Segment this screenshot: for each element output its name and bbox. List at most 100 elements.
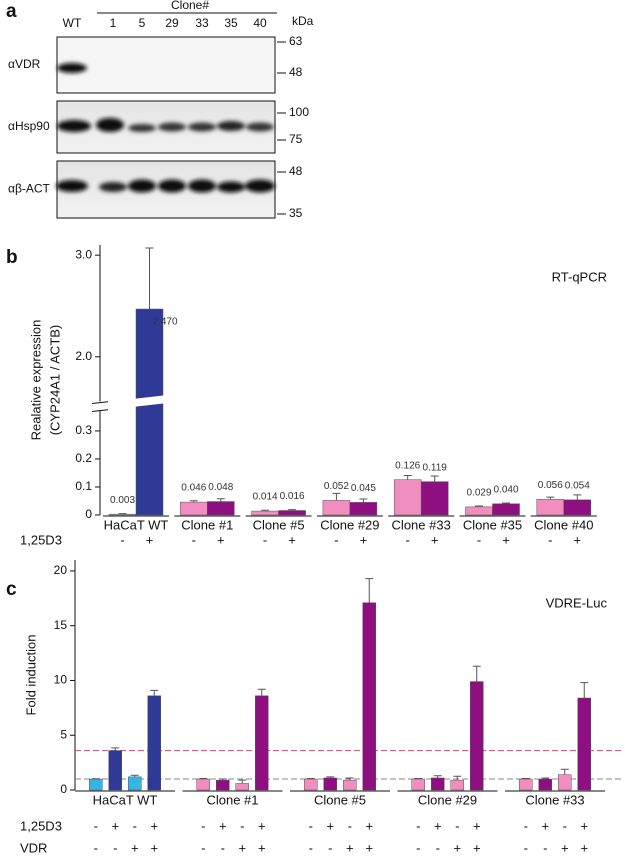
- sign: +: [219, 818, 227, 833]
- bar: [207, 501, 235, 516]
- bar: [450, 779, 464, 791]
- error-bar: [472, 665, 481, 682]
- sign: -: [334, 532, 338, 547]
- value-label: 0.048: [208, 482, 233, 493]
- x-tick-label: Clone #29: [320, 517, 379, 532]
- x-tick-label: Clone #29: [418, 792, 477, 807]
- value-label: 0.046: [181, 483, 206, 494]
- error-bar: [238, 779, 247, 784]
- sign: -: [309, 840, 313, 855]
- error-bar: [150, 689, 159, 696]
- sign: +: [453, 840, 461, 855]
- value-label: 2.470: [152, 317, 177, 328]
- y-tick-label: 15: [54, 618, 68, 632]
- sign: +: [502, 532, 510, 547]
- sign: -: [563, 818, 567, 833]
- sign: -: [455, 818, 459, 833]
- y-tick-label: 20: [54, 563, 68, 577]
- sign: -: [221, 840, 225, 855]
- error-bar: [453, 775, 462, 781]
- error-bar: [414, 778, 423, 780]
- annotation: VDRE-Luc: [546, 595, 608, 610]
- bar: [577, 697, 591, 791]
- y-tick-label: 3.0: [75, 247, 92, 261]
- clone-header: Clone#: [171, 0, 209, 12]
- error-bar: [199, 778, 208, 780]
- bar: [322, 500, 351, 516]
- bar: [255, 695, 269, 791]
- sign: +: [434, 818, 442, 833]
- sign: +: [111, 818, 119, 833]
- error-bar: [573, 494, 582, 500]
- y-tick-label: 0.3: [75, 423, 92, 437]
- sign: -: [113, 840, 117, 855]
- sign: -: [416, 818, 420, 833]
- sign: -: [406, 532, 410, 547]
- sign: +: [580, 818, 588, 833]
- y-tick-label: 10: [54, 673, 68, 687]
- blot-label: αβ-ACT: [8, 182, 51, 196]
- error-bar: [403, 474, 412, 480]
- annotation: RT-qPCR: [552, 269, 607, 284]
- x-tick-label: Clone #1: [181, 517, 233, 532]
- panel-label: c: [6, 579, 17, 600]
- value-label: 0.014: [253, 492, 278, 503]
- marker-label: 100: [289, 105, 309, 119]
- error-bar: [261, 509, 270, 512]
- bar: [216, 779, 230, 791]
- bar: [343, 779, 357, 791]
- bar: [323, 777, 337, 791]
- value-label: 0.119: [423, 462, 448, 473]
- sign: -: [263, 532, 267, 547]
- bar: [431, 777, 445, 791]
- error-bar: [502, 502, 510, 504]
- error-bar: [118, 513, 127, 515]
- y-tick-label: 0.2: [75, 451, 92, 465]
- x-tick-label: Clone #35: [463, 517, 522, 532]
- x-tick-label: Clone #5: [253, 517, 305, 532]
- error-bar: [521, 778, 530, 780]
- error-bar: [111, 747, 120, 751]
- sign: +: [150, 818, 158, 833]
- bar: [519, 778, 533, 791]
- sign: +: [365, 818, 373, 833]
- error-bar: [580, 682, 589, 698]
- lane-label: 29: [165, 16, 179, 30]
- bar: [563, 499, 592, 516]
- bar: [470, 681, 484, 791]
- bar: [147, 695, 161, 791]
- error-bar: [541, 777, 550, 780]
- error-bar: [306, 778, 315, 780]
- bar: [465, 506, 493, 516]
- value-label: 0.054: [565, 481, 590, 492]
- bar: [536, 499, 565, 516]
- sign: -: [120, 532, 124, 547]
- sign: +: [431, 532, 439, 547]
- value-label: 0.056: [538, 480, 563, 491]
- value-label: 0.126: [395, 460, 420, 471]
- sign: +: [258, 840, 266, 855]
- x-tick-label: HaCaT WT: [104, 517, 169, 532]
- error-bar: [257, 688, 266, 696]
- error-bar: [546, 496, 555, 500]
- value-label: 0.029: [466, 488, 491, 499]
- y-tick-label: 0: [60, 782, 67, 796]
- row-label: 1,25D3: [20, 532, 62, 547]
- sign: -: [477, 532, 481, 547]
- bar: [251, 510, 279, 516]
- row-label: VDR: [20, 840, 47, 855]
- bar: [89, 778, 103, 791]
- blot: [56, 36, 276, 94]
- x-tick-label: Clone #1: [206, 792, 258, 807]
- unit-label: kDa: [292, 14, 314, 28]
- lane-label: 5: [139, 16, 146, 30]
- bar: [362, 602, 376, 791]
- sign: -: [240, 818, 244, 833]
- marker-label: 75: [289, 132, 303, 146]
- error-bar: [475, 505, 483, 507]
- bar: [108, 750, 122, 791]
- error-bar: [345, 777, 354, 781]
- bar: [135, 308, 164, 516]
- marker-label: 48: [289, 164, 303, 178]
- sign: -: [94, 840, 98, 855]
